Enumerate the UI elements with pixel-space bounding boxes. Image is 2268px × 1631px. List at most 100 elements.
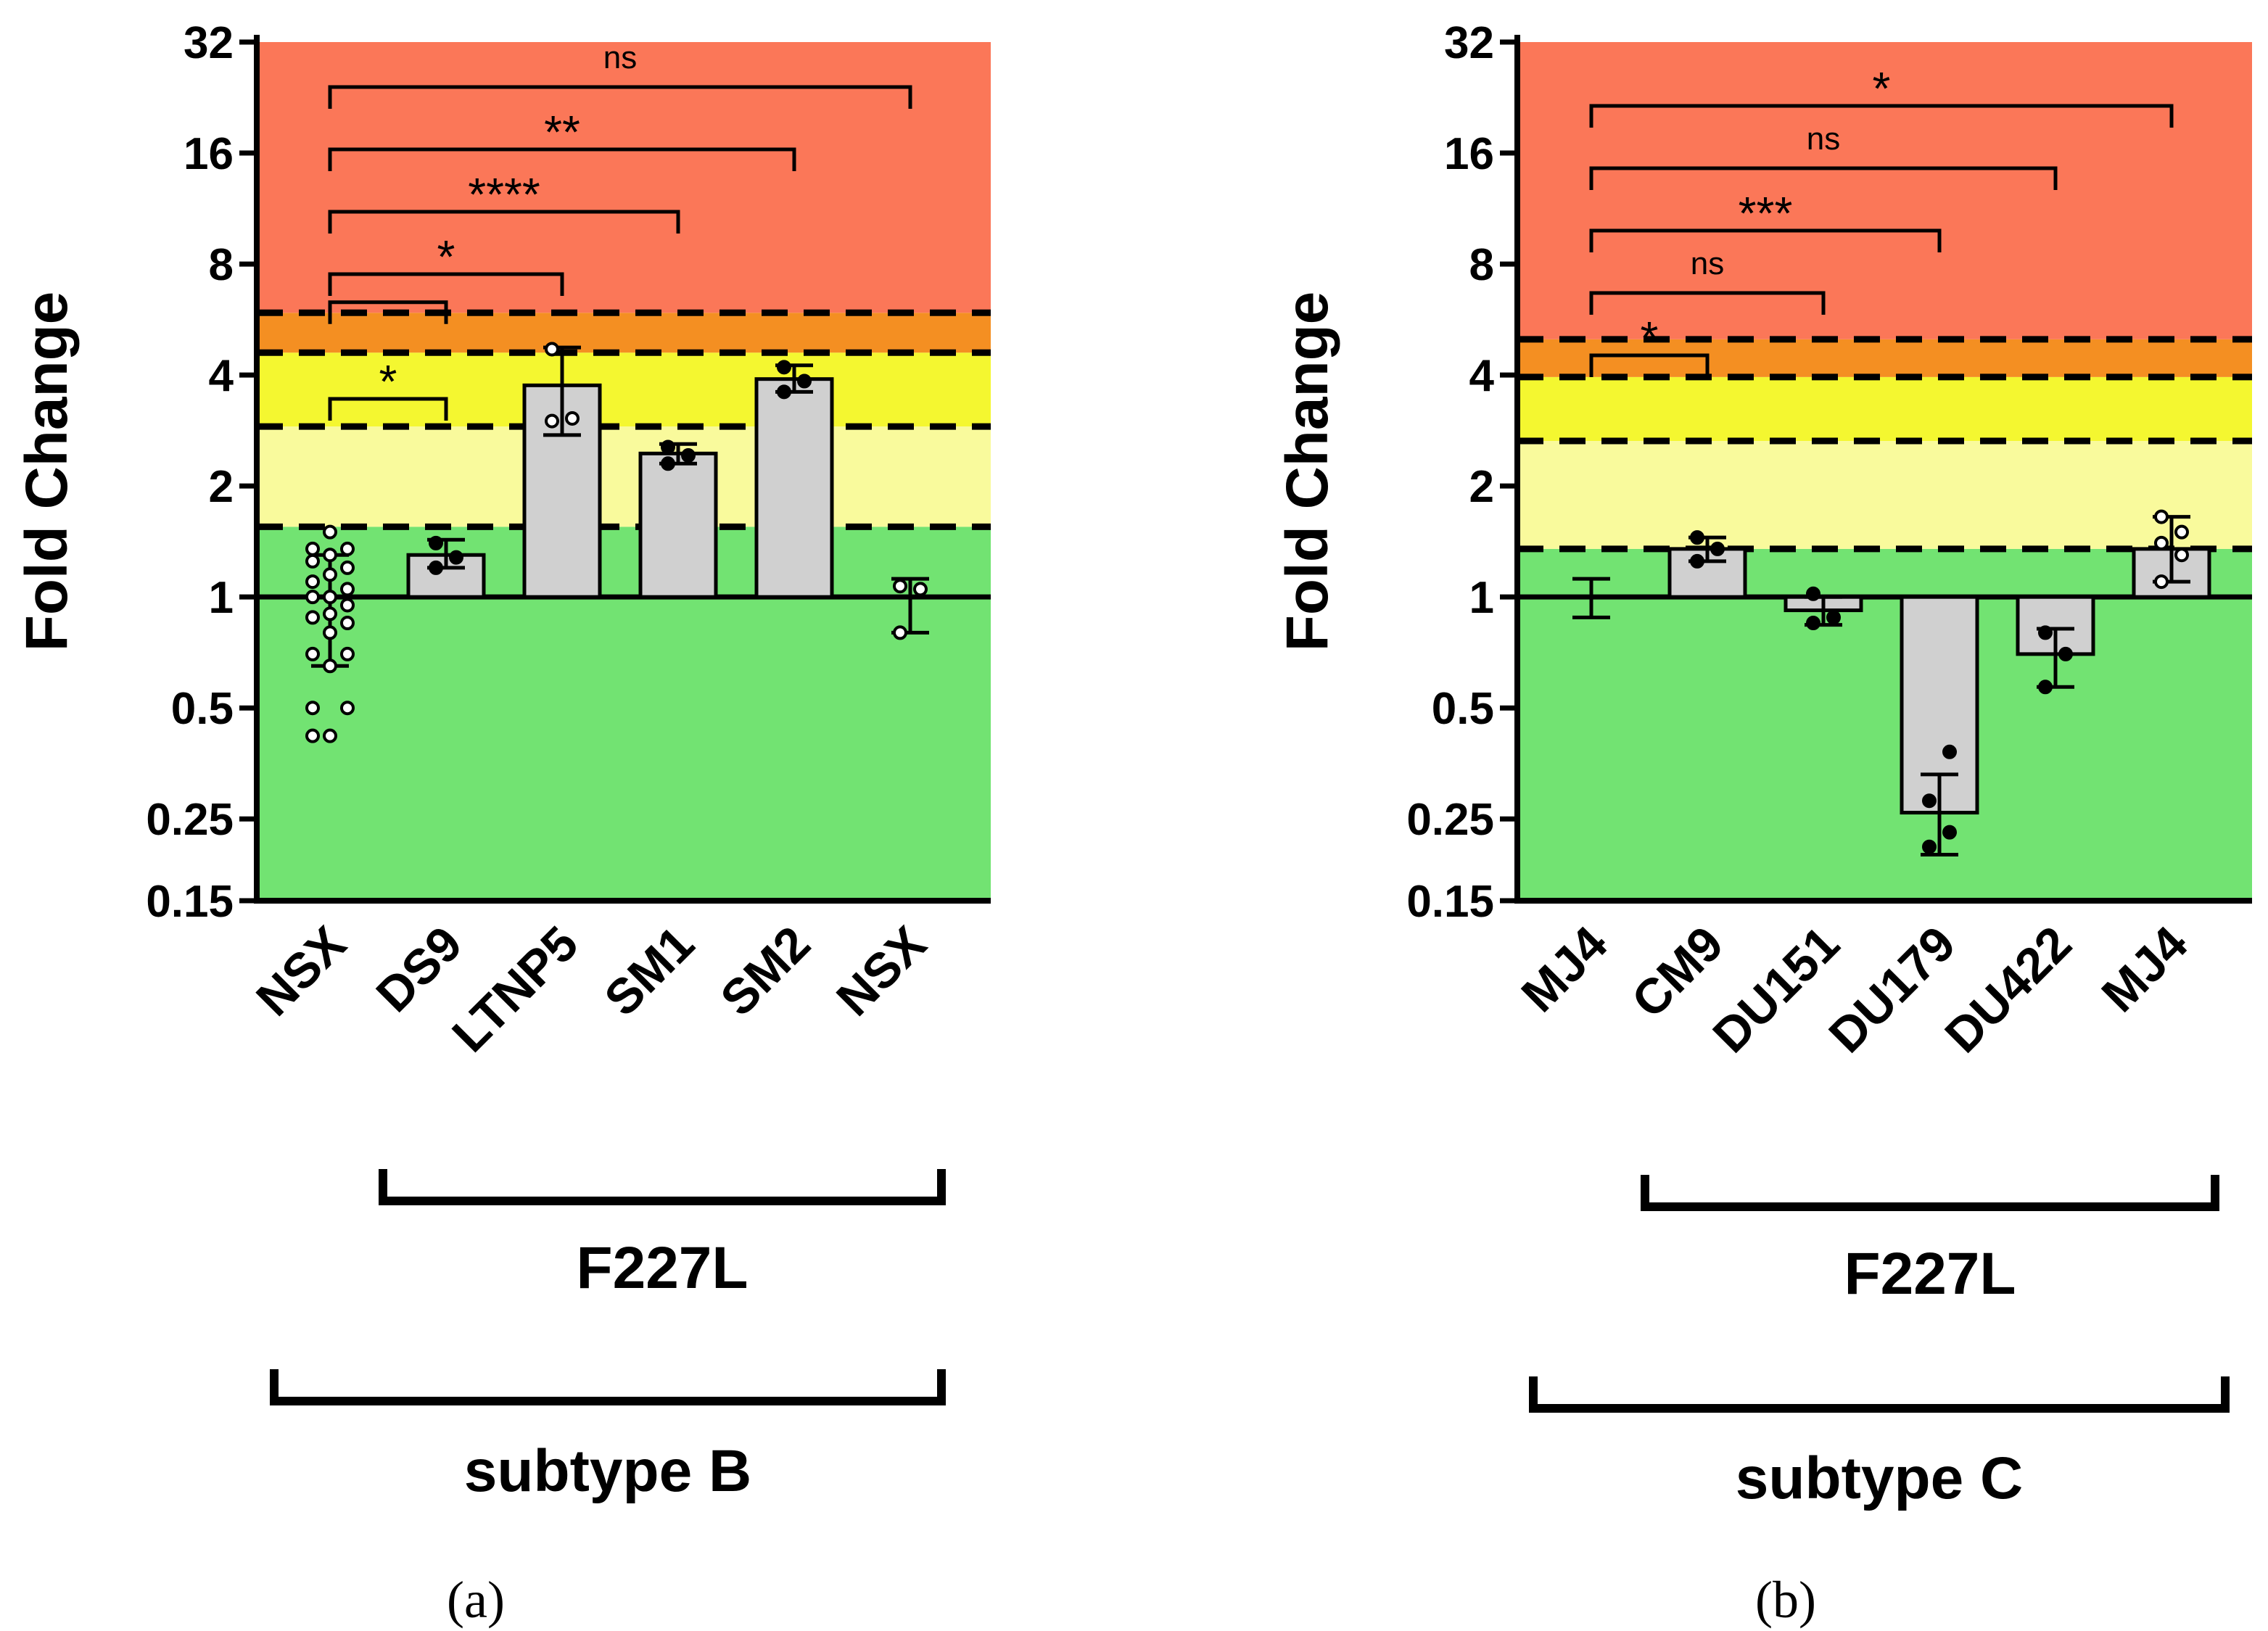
y-axis-label: Fold Change	[14, 292, 80, 652]
data-point	[340, 701, 355, 716]
significance-label: ****	[468, 168, 540, 220]
category-label: DS9	[366, 916, 472, 1023]
data-point	[2038, 625, 2053, 640]
category-label: NSX	[246, 916, 357, 1027]
category-label: DU151	[1702, 916, 1850, 1063]
data-point	[2154, 535, 2169, 550]
group-label: F227L	[1844, 1241, 2016, 1307]
zone-band	[1517, 339, 2252, 377]
zone-band	[257, 527, 991, 901]
group-bracket	[1641, 1175, 2219, 1211]
significance-label: **	[544, 106, 580, 158]
y-axis-label: Fold Change	[1274, 292, 1340, 652]
y-tick-label: 0.5	[1432, 684, 1494, 734]
significance-bracket	[328, 147, 796, 171]
data-point	[429, 560, 443, 575]
data-point	[1942, 825, 1957, 840]
data-point	[1806, 616, 1820, 631]
data-point	[340, 616, 355, 631]
y-tick-label: 2	[1469, 462, 1494, 512]
data-point	[323, 548, 337, 563]
group-bracket	[1529, 1376, 2230, 1413]
data-point	[2058, 646, 2073, 661]
data-point	[1710, 541, 1725, 556]
significance-label: ns	[1691, 246, 1724, 281]
data-point	[681, 448, 696, 463]
data-point	[1826, 610, 1841, 625]
data-point	[2038, 680, 2053, 695]
y-tick-label: 4	[209, 351, 234, 401]
zone-band	[257, 426, 991, 527]
data-point	[305, 701, 320, 716]
y-tick-label: 8	[209, 240, 234, 290]
y-tick-label: 0.25	[1406, 795, 1494, 845]
category-label: LTNP5	[442, 916, 588, 1062]
zone-band	[1517, 440, 2252, 549]
data-point	[323, 658, 337, 674]
category-label: NSX	[826, 916, 937, 1027]
significance-label: ***	[1739, 187, 1793, 239]
significance-bracket	[1589, 291, 1826, 315]
data-point	[893, 579, 907, 594]
significance-bracket	[328, 210, 680, 234]
y-tick-label: 1	[1469, 573, 1494, 623]
category-label: SM1	[594, 916, 705, 1027]
zone-band	[1517, 376, 2252, 441]
zone-band	[257, 313, 991, 353]
significance-bracket	[328, 272, 564, 296]
data-point	[340, 598, 355, 613]
data-point	[565, 410, 580, 426]
bar	[638, 451, 718, 599]
data-point	[777, 384, 791, 400]
data-point	[340, 582, 355, 597]
data-point	[305, 610, 320, 625]
y-tick-label: 0.25	[146, 795, 234, 845]
significance-bracket	[328, 85, 912, 109]
significance-bracket	[1589, 353, 1710, 377]
category-label: SM2	[710, 916, 821, 1027]
bar	[754, 377, 834, 599]
y-tick-label: 0.5	[171, 684, 234, 734]
data-point	[305, 553, 320, 569]
significance-bracket	[1589, 166, 2058, 190]
data-point	[2174, 524, 2189, 540]
data-point	[1922, 839, 1937, 854]
data-point	[1690, 553, 1704, 569]
significance-label: *	[1641, 312, 1659, 364]
y-tick-label: 32	[183, 18, 234, 68]
data-point	[305, 646, 320, 661]
significance-bracket	[328, 300, 448, 324]
data-point	[661, 456, 675, 471]
y-tick-label: 16	[1444, 129, 1494, 179]
y-tick-label: 16	[183, 129, 234, 179]
data-point	[913, 582, 928, 597]
category-label: MJ4	[1511, 916, 1617, 1023]
group-label: subtype B	[464, 1438, 751, 1504]
data-point	[545, 342, 559, 357]
significance-bracket	[328, 397, 448, 421]
y-tick-label: 0.15	[1406, 877, 1494, 927]
data-point	[2154, 574, 2169, 590]
significance-label: *	[437, 231, 455, 283]
significance-label: ns	[603, 40, 637, 75]
significance-bracket	[1589, 228, 1942, 252]
significance-label: *	[379, 355, 397, 408]
data-point	[1806, 586, 1820, 601]
category-label: MJ4	[2091, 916, 2198, 1023]
zone-band	[257, 352, 991, 427]
data-point	[777, 360, 791, 375]
data-point	[1922, 793, 1937, 809]
data-point	[323, 606, 337, 622]
data-point	[323, 524, 337, 540]
data-point	[1690, 530, 1704, 545]
y-tick-label: 2	[209, 462, 234, 512]
data-point	[323, 590, 337, 605]
group-bracket	[379, 1169, 946, 1205]
y-tick-label: 0.15	[146, 877, 234, 927]
data-point	[323, 567, 337, 582]
data-point	[340, 541, 355, 556]
group-bracket	[270, 1369, 946, 1405]
significance-bracket	[1589, 104, 2174, 128]
